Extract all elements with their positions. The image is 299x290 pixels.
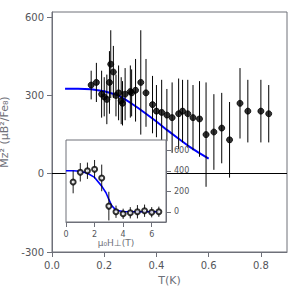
svg-text:2: 2 (92, 230, 97, 239)
svg-text:0: 0 (174, 207, 179, 216)
svg-text:400: 400 (174, 166, 189, 175)
svg-text:Mz² (μB²/Fe₈): Mz² (μB²/Fe₈) (0, 96, 11, 167)
svg-text:600: 600 (25, 12, 44, 23)
svg-text:200: 200 (174, 187, 189, 196)
svg-text:0.4: 0.4 (148, 260, 164, 271)
svg-text:0.8: 0.8 (253, 260, 269, 271)
svg-text:0.2: 0.2 (96, 260, 112, 271)
svg-text:0.0: 0.0 (44, 260, 60, 271)
svg-text:0.6: 0.6 (201, 260, 217, 271)
svg-text:0: 0 (38, 168, 44, 179)
svg-text:μ₀H⊥(T): μ₀H⊥(T) (98, 238, 134, 248)
svg-text:0: 0 (63, 230, 68, 239)
svg-text:300: 300 (25, 90, 44, 101)
svg-text:-300: -300 (21, 247, 44, 258)
svg-text:T(K): T(K) (157, 274, 181, 287)
svg-text:600: 600 (174, 146, 189, 155)
svg-text:6: 6 (149, 230, 154, 239)
svg-text:4: 4 (121, 230, 126, 239)
